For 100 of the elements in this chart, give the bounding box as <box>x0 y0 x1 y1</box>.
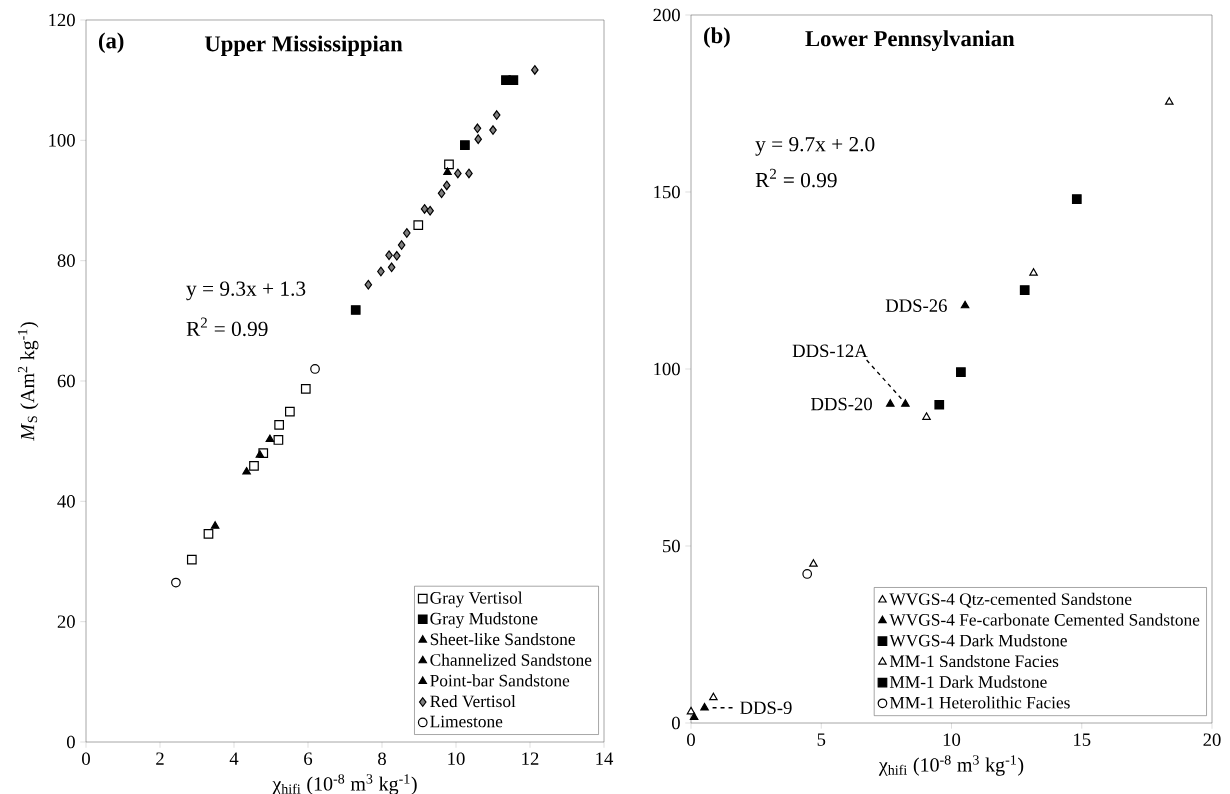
point <box>273 435 284 445</box>
point <box>210 521 220 529</box>
x-tick-label: 5 <box>817 733 826 746</box>
text: Lower Pennsylvanian <box>805 30 1015 51</box>
point <box>709 692 718 701</box>
point <box>437 188 446 199</box>
point <box>444 159 454 170</box>
point <box>901 399 910 407</box>
point <box>403 228 411 238</box>
annotation: y = 9.3x + 1.3 <box>186 281 306 301</box>
x-tick-label: 6 <box>304 752 313 765</box>
text: χ$_{hifi}$ (10$^{-8}$ m$^{3}$ kg$^{-1}$) <box>878 755 1024 776</box>
x-tick-label: 12 <box>522 752 539 765</box>
point <box>387 262 396 273</box>
point <box>802 569 813 579</box>
legend-label: Gray Mudstone <box>430 612 538 629</box>
annotation: DDS-20 <box>811 397 872 411</box>
annotation: DDS-9 <box>740 701 792 715</box>
point <box>186 554 197 565</box>
annotation: (a) <box>98 32 124 53</box>
point <box>460 140 470 151</box>
point <box>393 250 401 261</box>
point <box>956 367 966 378</box>
point <box>426 205 434 216</box>
legend-label: Point-bar Sandstone <box>430 674 570 687</box>
point <box>1164 97 1174 105</box>
point <box>531 65 539 75</box>
legend-label: MM-1 Sandstone Facies <box>889 654 1059 668</box>
point <box>489 125 497 135</box>
x-tick-label: 8 <box>378 752 386 765</box>
x-tick-label: 10 <box>448 752 465 765</box>
point <box>364 279 373 290</box>
point <box>203 528 214 539</box>
point <box>413 220 424 231</box>
x-tick-label: 4 <box>229 752 239 765</box>
point <box>171 577 181 588</box>
legend-label: MM-1 Heterolithic Facies <box>889 696 1070 709</box>
y-tick-label: 50 <box>663 539 680 553</box>
point <box>310 364 320 374</box>
point <box>285 406 295 417</box>
text: χ$_{hifi}$ (10$^{-8}$ m$^{3}$ kg$^{-1}$) <box>272 774 417 794</box>
annotation: DDS-12A <box>792 344 868 358</box>
point <box>397 240 406 250</box>
point <box>473 123 482 134</box>
point <box>249 460 259 471</box>
legend-label: WVGS-4 Qtz-cemented Sandstone <box>889 592 1132 608</box>
x-tick-label: 0 <box>82 752 90 765</box>
annotation: (b) <box>704 27 730 48</box>
point <box>255 450 265 458</box>
annotation: y = 9.7x + 2.0 <box>755 136 875 156</box>
point <box>886 399 895 407</box>
legend-label: WVGS-4 Dark Mudstone <box>889 634 1067 647</box>
legend-label: Gray Vertisol <box>430 591 523 608</box>
point <box>443 167 452 175</box>
x-tick-label: 10 <box>943 733 961 746</box>
point <box>809 559 818 567</box>
x-tick-label: 14 <box>596 752 614 765</box>
y-tick-label: 150 <box>654 185 680 199</box>
point <box>508 75 519 86</box>
point <box>1071 194 1082 204</box>
point <box>1019 285 1030 295</box>
point <box>242 466 251 475</box>
point <box>377 266 385 277</box>
point <box>689 712 699 721</box>
y-tick-label: 80 <box>57 254 75 267</box>
y-tick-label: 40 <box>57 495 75 508</box>
x-tick-label: 15 <box>1074 733 1091 746</box>
x-tick-label: 0 <box>687 733 695 746</box>
point <box>700 702 709 711</box>
point <box>922 412 931 420</box>
annotation: DDS-26 <box>885 299 947 312</box>
y-tick-label: 100 <box>49 134 75 147</box>
y-tick-label: 0 <box>671 716 680 730</box>
y-tick-label: 100 <box>654 362 680 376</box>
point <box>300 383 311 394</box>
point <box>350 305 361 315</box>
point <box>465 168 473 179</box>
y-axis-title: M$_{S}$ (Am$^{2}$ kg$^{-1}$) <box>17 322 39 441</box>
legend-label: WVGS-4 Fe-carbonate Cemented Sandstone <box>889 613 1200 626</box>
point <box>420 204 429 214</box>
y-tick-label: 120 <box>49 13 75 27</box>
annotation: R$^{2}$ = 0.99 <box>755 168 837 188</box>
y-tick-label: 20 <box>57 615 75 628</box>
point <box>274 420 285 430</box>
point <box>454 168 462 179</box>
legend-label: MM-1 Dark Mudstone <box>889 675 1047 688</box>
legend-label: Sheet-like Sandstone <box>430 632 575 646</box>
point <box>1029 268 1038 276</box>
point <box>492 110 501 120</box>
point <box>960 300 970 309</box>
legend-label: Channelized Sandstone <box>430 653 592 666</box>
point <box>934 399 945 410</box>
point <box>265 434 275 443</box>
y-tick-label: 60 <box>57 374 75 388</box>
x-tick-label: 2 <box>156 752 164 765</box>
text: Upper Mississippian <box>204 35 403 57</box>
legend-label: Red Vertisol <box>430 695 516 708</box>
point <box>442 180 451 191</box>
y-tick-label: 200 <box>653 8 680 22</box>
legend-label: Limestone <box>430 715 503 728</box>
